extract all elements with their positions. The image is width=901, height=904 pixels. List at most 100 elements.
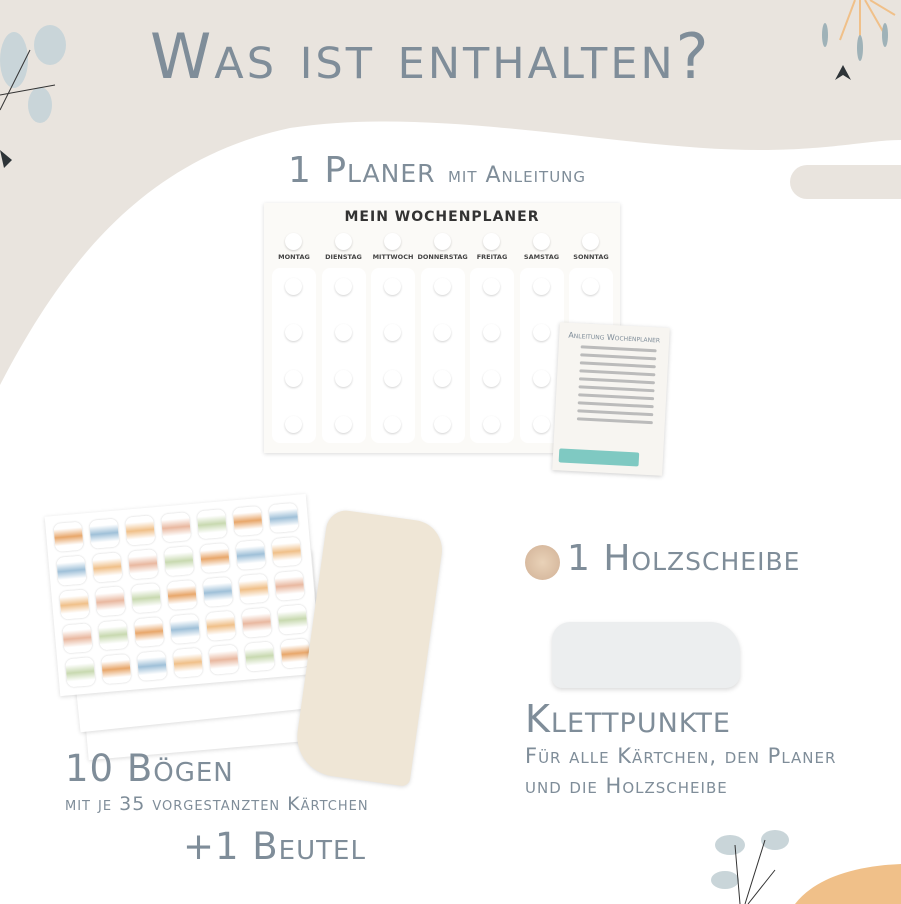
velcro-dot bbox=[285, 416, 302, 433]
day-column bbox=[272, 268, 316, 443]
instruction-card-image: Anleitung Wochenplaner bbox=[552, 322, 670, 476]
sticker-card bbox=[92, 552, 123, 583]
leaf-decoration-top-left bbox=[0, 25, 66, 123]
day-column bbox=[371, 268, 415, 443]
day-label: SONNTAG bbox=[573, 253, 609, 261]
velcro-dot bbox=[384, 370, 401, 387]
cards-heading: 10 Bögen bbox=[65, 747, 234, 790]
velcro-dot bbox=[384, 233, 401, 250]
dark-flower-icon bbox=[0, 150, 12, 168]
velcro-dots-image bbox=[552, 622, 740, 688]
velcro-sub-line2: und die Holzscheibe bbox=[525, 774, 728, 798]
sticker-card bbox=[59, 589, 90, 620]
planer-heading-main: 1 Planer bbox=[288, 150, 436, 191]
velcro-dot bbox=[582, 233, 599, 250]
velcro-dot bbox=[433, 370, 451, 387]
day-column bbox=[420, 268, 465, 443]
velcro-dot bbox=[532, 278, 550, 295]
velcro-dot bbox=[532, 370, 550, 387]
sticker-card bbox=[202, 576, 234, 608]
velcro-dot bbox=[334, 233, 352, 250]
velcro-heading: Klettpunkte bbox=[525, 697, 731, 741]
velcro-dot bbox=[433, 278, 451, 295]
velcro-sub-line1: Für alle Kärtchen, den Planer bbox=[525, 744, 837, 768]
sticker-card bbox=[241, 607, 272, 638]
sticker-card bbox=[163, 546, 195, 577]
velcro-dot bbox=[285, 233, 302, 250]
sticker-card bbox=[128, 549, 159, 580]
velcro-dot bbox=[483, 324, 500, 341]
wood-disc-icon bbox=[525, 545, 560, 580]
velcro-dot bbox=[582, 278, 599, 295]
sticker-sheet bbox=[44, 493, 322, 697]
sticker-card bbox=[130, 583, 162, 614]
sticker-card bbox=[95, 586, 126, 617]
planer-heading: 1 Planer mit Anleitung bbox=[288, 150, 586, 191]
velcro-dot bbox=[334, 370, 352, 387]
instruction-title: Anleitung Wochenplaner bbox=[568, 330, 661, 345]
sticker-card bbox=[160, 512, 192, 543]
sticker-card bbox=[125, 515, 156, 546]
day-label: SAMSTAG bbox=[523, 253, 560, 261]
sticker-card bbox=[274, 570, 305, 601]
sticker-card bbox=[208, 644, 239, 675]
beige-bar bbox=[790, 165, 901, 199]
page-title: Was ist enthalten? bbox=[150, 20, 712, 93]
velcro-dot bbox=[433, 324, 451, 341]
dark-leaf-icon bbox=[835, 65, 851, 80]
velcro-dot bbox=[433, 233, 451, 250]
sticker-card bbox=[65, 657, 96, 688]
sticker-card bbox=[199, 542, 231, 574]
sticker-card bbox=[205, 610, 236, 641]
velcro-dot bbox=[483, 370, 500, 387]
velcro-dot bbox=[334, 324, 352, 341]
velcro-dot bbox=[532, 324, 550, 341]
day-column bbox=[470, 268, 514, 443]
day-label: MONTAG bbox=[278, 253, 310, 261]
sticker-card bbox=[235, 539, 266, 571]
day-label: DONNERSTAG bbox=[417, 253, 468, 261]
orange-circle-decoration bbox=[795, 864, 901, 904]
day-label: DIENSTAG bbox=[325, 253, 362, 261]
velcro-dot bbox=[384, 278, 401, 295]
leaf-decoration-bottom bbox=[711, 830, 789, 904]
leaf-decoration-top-right bbox=[822, 23, 888, 61]
velcro-dot bbox=[285, 324, 302, 341]
sticker-card bbox=[53, 521, 84, 552]
sticker-card bbox=[244, 641, 275, 672]
sticker-card bbox=[172, 647, 204, 678]
velcro-dot bbox=[483, 278, 500, 295]
velcro-dot bbox=[285, 278, 302, 295]
velcro-dot bbox=[483, 233, 500, 250]
sticker-card bbox=[196, 509, 228, 540]
sticker-card bbox=[238, 573, 269, 604]
sticker-card bbox=[277, 604, 308, 635]
sticker-card bbox=[268, 502, 299, 534]
bag-heading: +1 Beutel bbox=[183, 825, 366, 868]
sticker-card bbox=[62, 623, 93, 654]
wood-heading: 1 Holzscheibe bbox=[567, 538, 801, 579]
velcro-dot bbox=[334, 416, 352, 433]
sticker-card bbox=[133, 616, 165, 648]
sticker-card bbox=[56, 555, 87, 586]
day-label: FREITAG bbox=[476, 253, 508, 261]
planner-title: MEIN WOCHENPLANER bbox=[344, 209, 540, 225]
sticker-card bbox=[98, 620, 129, 651]
cards-sub: mit je 35 vorgestanzten Kärtchen bbox=[65, 793, 369, 815]
day-column bbox=[321, 268, 366, 443]
velcro-dot bbox=[285, 370, 302, 387]
sun-rays-decoration bbox=[839, 0, 896, 45]
velcro-dot bbox=[384, 324, 401, 341]
sticker-card bbox=[271, 536, 302, 567]
planer-heading-sub: mit Anleitung bbox=[447, 163, 587, 188]
sticker-card bbox=[89, 518, 120, 549]
velcro-dot bbox=[483, 416, 500, 433]
velcro-dot bbox=[532, 416, 550, 433]
sticker-card bbox=[101, 653, 132, 685]
sticker-card bbox=[232, 505, 263, 537]
velcro-dot bbox=[334, 278, 352, 295]
velcro-dot bbox=[384, 416, 401, 433]
sticker-card bbox=[136, 650, 168, 682]
sticker-card bbox=[169, 613, 201, 645]
sticker-card bbox=[166, 579, 198, 611]
